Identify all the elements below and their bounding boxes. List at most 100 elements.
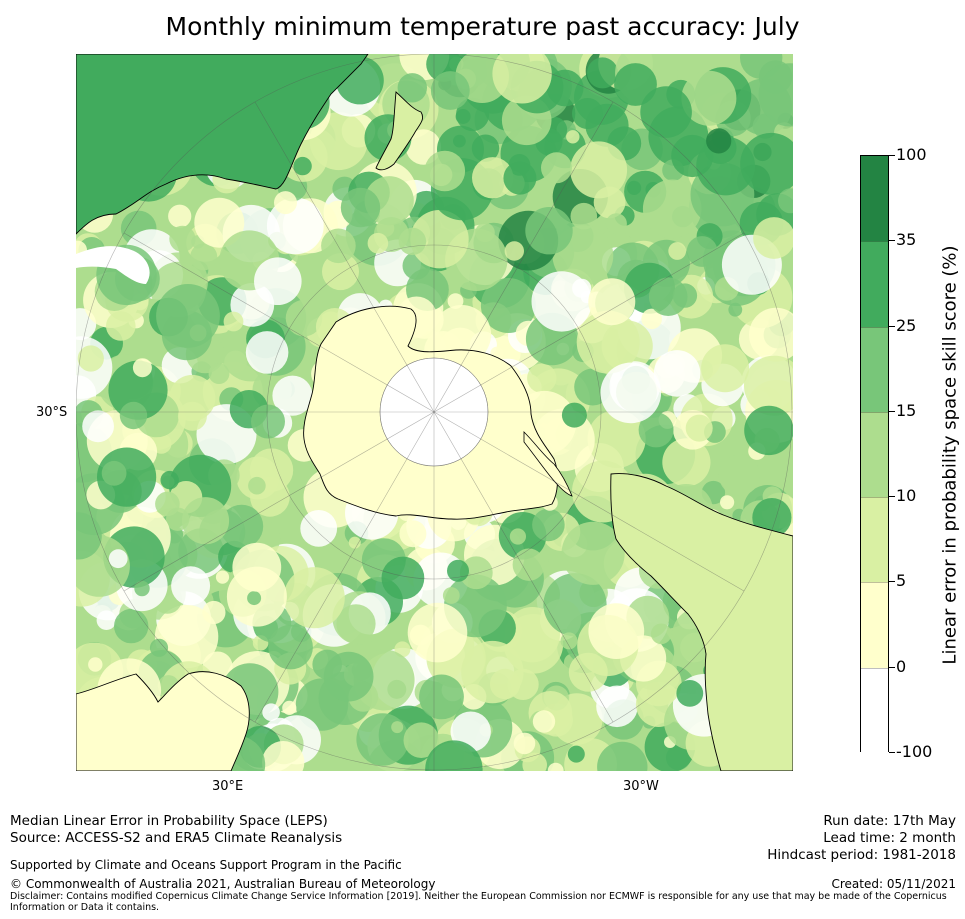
colorbar-tick-label: 25: [896, 315, 917, 335]
colorbar-tick: [889, 410, 895, 412]
skill-blob: [432, 305, 492, 364]
skill-blob: [223, 311, 244, 332]
skill-blob: [546, 69, 584, 107]
skill-blob: [706, 128, 732, 154]
skill-blob: [685, 414, 713, 442]
skill-blob: [532, 508, 565, 542]
skill-blob: [596, 685, 638, 728]
skill-blob: [248, 476, 266, 495]
skill-blob: [676, 680, 704, 707]
skill-blob: [397, 73, 427, 103]
skill-blob: [190, 243, 218, 271]
skill-blob: [701, 344, 750, 393]
skill-blob: [681, 70, 737, 126]
method-line: Median Linear Error in Probability Space…: [10, 813, 328, 829]
colorbar-tick-label: -100: [896, 742, 933, 761]
lon-label-30e: 30°E: [212, 779, 244, 794]
chart-title: Monthly minimum temperature past accurac…: [165, 12, 800, 41]
skill-blob: [194, 197, 245, 248]
skill-blob: [740, 132, 793, 195]
skill-blob: [108, 360, 168, 420]
skill-blob: [293, 156, 312, 176]
skill-blob: [513, 732, 536, 755]
skill-blob: [471, 134, 500, 162]
map-canvas: [76, 54, 793, 771]
colorbar-segment: [861, 582, 888, 669]
skill-blob: [614, 63, 657, 106]
skill-blob: [168, 204, 192, 228]
source-line: Source: ACCESS-S2 and ERA5 Climate Reana…: [10, 830, 343, 846]
skill-blob: [648, 277, 688, 316]
lat-label-30s: 30°S: [36, 405, 68, 420]
skill-blob: [268, 624, 313, 670]
colorbar-tick: [889, 325, 895, 327]
skill-blob: [149, 638, 169, 657]
skill-blob: [419, 674, 464, 720]
footer-left: Median Linear Error in Probability Space…: [10, 813, 342, 847]
skill-blob: [312, 649, 342, 680]
skill-blob: [447, 559, 469, 582]
skill-blob: [245, 331, 289, 374]
colorbar-tick: [889, 581, 895, 583]
skill-blob: [522, 752, 547, 771]
colorbar-tick-label: 100: [896, 145, 927, 164]
skill-blob: [567, 745, 585, 763]
skill-blob: [532, 710, 556, 733]
skill-blob: [744, 405, 793, 456]
skill-blob: [283, 567, 345, 629]
run-date: Run date: 17th May: [823, 813, 956, 829]
skill-blob: [600, 362, 662, 424]
skill-blob: [202, 600, 226, 625]
skill-blob: [531, 271, 592, 332]
australia-coast-white: [76, 246, 150, 284]
skill-blob: [348, 536, 361, 549]
footer-right: Run date: 17th May Lead time: 2 month Hi…: [767, 813, 956, 864]
skill-blob: [561, 521, 625, 585]
skill-blob: [76, 512, 102, 560]
skill-blob: [525, 207, 573, 255]
colorbar-segment: [861, 411, 888, 499]
south-america-landmass: [610, 473, 793, 771]
skill-blob: [177, 401, 207, 431]
skill-blob: [605, 213, 627, 235]
skill-blob: [403, 722, 440, 758]
skill-blob: [171, 566, 211, 606]
skill-blob: [156, 284, 220, 348]
skill-blob: [570, 202, 598, 230]
skill-blob: [503, 161, 537, 195]
skill-blob: [155, 491, 180, 517]
skill-blob: [272, 375, 313, 416]
colorbar-segment: [861, 497, 888, 584]
skill-blob: [588, 278, 636, 326]
colorbar-segment: [861, 667, 888, 754]
lon-label-30w: 30°W: [623, 779, 659, 794]
skill-blob: [114, 608, 149, 644]
skill-blob: [407, 602, 468, 663]
skill-blob: [480, 278, 536, 333]
created-date: Created: 05/11/2021: [831, 877, 956, 891]
skill-blob: [642, 179, 702, 239]
skill-blob: [671, 134, 714, 178]
colorbar-tick-label: 5: [896, 571, 907, 591]
hindcast-period: Hindcast period: 1981-2018: [767, 847, 956, 863]
skill-blob: [597, 741, 648, 771]
skill-blob: [356, 713, 409, 766]
skill-blob: [778, 188, 793, 214]
skill-blob: [88, 657, 103, 672]
skill-blob: [425, 740, 483, 771]
skill-blob: [570, 141, 628, 199]
skill-blob: [247, 591, 262, 606]
skill-blob: [82, 410, 114, 443]
skill-blob: [587, 409, 646, 468]
colorbar-tick-label: 15: [896, 400, 917, 420]
skill-blob: [336, 604, 376, 644]
skill-blob: [169, 225, 196, 252]
skill-blob: [274, 191, 297, 215]
colorbar-tick: [889, 240, 895, 242]
skill-blob: [504, 607, 560, 663]
skill-blob: [541, 152, 572, 184]
skill-blob: [749, 307, 793, 362]
skill-blob: [367, 232, 389, 254]
skill-blob: [566, 130, 580, 144]
skill-blob: [561, 402, 587, 428]
